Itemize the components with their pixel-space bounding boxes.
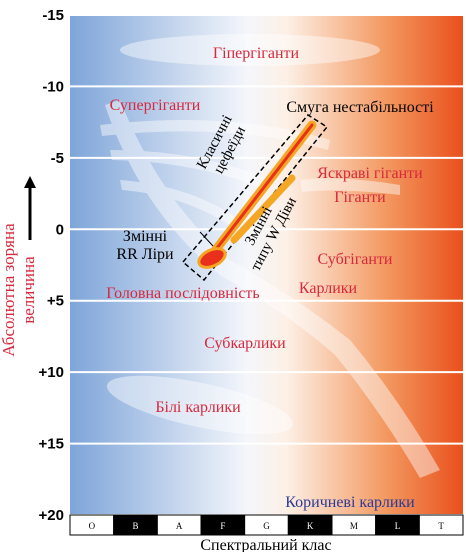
class-label: T (438, 521, 444, 531)
class-label: M (350, 521, 358, 531)
class-label: L (395, 521, 401, 531)
class-label: O (89, 521, 96, 531)
pointer (199, 231, 214, 247)
region-label: Головна послідовність (106, 285, 259, 302)
region-label: Яскраві гіганти (317, 165, 423, 182)
class-cell (418, 514, 464, 536)
region-label: Субгіганти (318, 251, 393, 268)
region-label: Коричневі карлики (285, 494, 415, 511)
x-axis-label: Спектральний клас (200, 537, 331, 552)
y-tick-label: +5 (47, 293, 64, 310)
cepheid-core (212, 123, 314, 254)
region-label: Смуга нестабільності (286, 99, 434, 116)
plot-background (70, 15, 463, 515)
region-label: Білі карлики (155, 399, 241, 416)
rr-lyrae-blob (197, 247, 227, 269)
y-tick-label: -15 (42, 7, 64, 24)
class-label: A (176, 521, 183, 531)
y-axis-label: Абсолютна зоряна (0, 223, 18, 357)
y-tick-label: 0 (56, 221, 64, 238)
y-tick-label: -5 (51, 150, 64, 167)
region-label: Змінні (123, 228, 168, 245)
region-label: Карлики (299, 280, 358, 297)
star-regions (100, 34, 440, 478)
y-tick-label: -10 (42, 78, 64, 95)
y-tick-label: +20 (39, 507, 64, 524)
region-label: Супергіганти (110, 97, 201, 114)
class-label: K (307, 521, 314, 531)
class-label: F (220, 521, 225, 531)
class-label: G (263, 521, 270, 531)
y-arrow-head (24, 176, 36, 188)
region-label: RR Ліри (116, 246, 174, 263)
w-virginis-band (230, 174, 296, 244)
y-tick-label: +10 (39, 364, 64, 381)
y-tick-label: +15 (39, 436, 64, 453)
region-label: Субкарлики (204, 335, 286, 352)
instability-strip (181, 114, 329, 282)
y-axis-label: величина (19, 256, 38, 324)
region-label: Гіганти (334, 189, 386, 206)
class-label: B (132, 521, 138, 531)
region-label: Гіпергіганти (213, 45, 300, 62)
